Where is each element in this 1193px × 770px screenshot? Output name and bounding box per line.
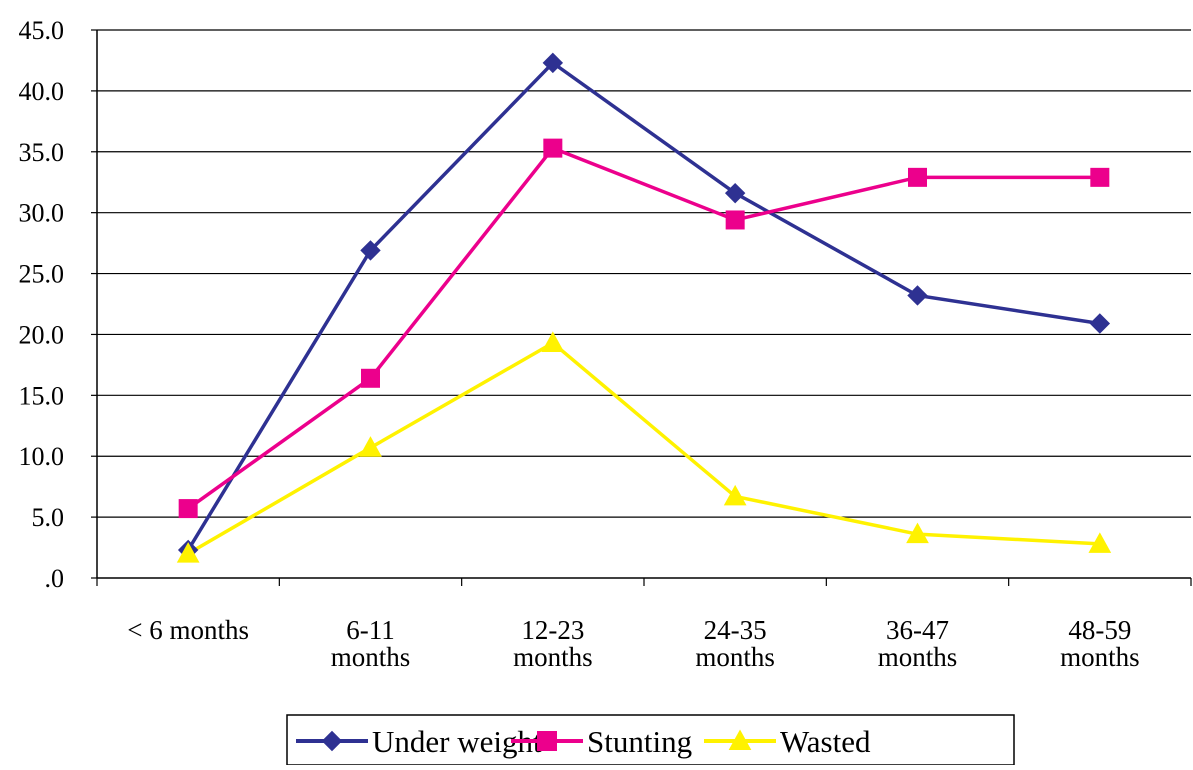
data-point-square [543,138,563,158]
x-tick-label: months [1060,642,1140,672]
data-point-diamond [724,182,746,204]
y-tick-label: 45.0 [19,16,65,45]
data-point-triangle [359,436,382,457]
y-tick-label: 40.0 [19,77,65,106]
series-line-2 [187,146,1100,511]
x-tick-label: months [878,642,958,672]
x-tick-label: < 6 months [127,615,249,645]
y-tick-label: 15.0 [19,381,65,410]
x-tick-label: months [331,642,411,672]
x-tick-label: 24-35 [704,615,767,645]
y-tick-label: 10.0 [19,442,65,471]
series-line-3 [187,340,1100,556]
x-tick-label: 6-11 [346,615,395,645]
legend-label: Wasted [780,724,871,759]
x-tick-label: 36-47 [886,615,949,645]
data-point-triangle [541,331,565,352]
data-point-diamond [907,285,928,306]
y-tick-label: 5.0 [32,503,65,532]
data-point-square [725,210,745,230]
y-tick-label: 25.0 [19,260,65,289]
y-tick-label: 35.0 [19,138,65,167]
legend-label: Stunting [587,724,692,759]
data-point-square [361,368,380,388]
y-tick-label: 20.0 [19,320,65,349]
data-point-diamond [321,730,343,752]
data-point-square [1090,167,1110,187]
data-point-triangle [1088,532,1112,553]
data-point-triangle [723,484,747,506]
data-point-triangle [906,522,929,544]
legend-box [286,714,1015,766]
data-point-diamond [360,240,381,261]
x-tick-label: 12-23 [521,615,584,645]
y-tick-label: .0 [45,564,65,593]
data-point-diamond [1089,313,1111,334]
x-tick-label: months [513,642,593,672]
data-point-square [178,499,198,519]
series-line-1 [186,60,1101,551]
data-point-triangle [176,542,200,563]
data-point-square [908,167,927,187]
x-tick-label: 48-59 [1068,615,1131,645]
data-point-diamond [542,52,564,74]
data-point-square [537,731,557,751]
data-point-triangle [728,729,752,750]
y-tick-label: 30.0 [19,199,65,228]
x-tick-label: months [695,642,775,672]
